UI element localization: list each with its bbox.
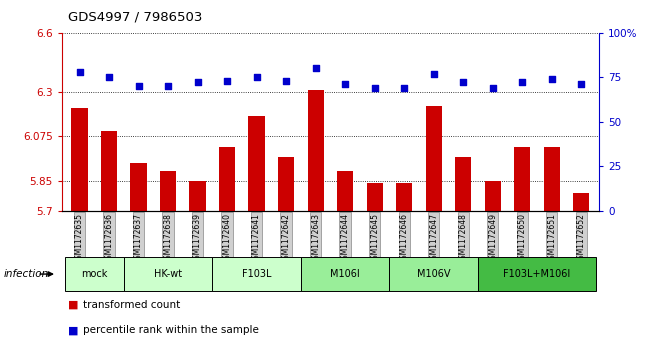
Bar	[426, 106, 442, 211]
Text: M106V: M106V	[417, 269, 450, 279]
Point	[576, 81, 587, 87]
Bar	[573, 193, 589, 211]
Bar	[337, 171, 353, 211]
Text: ■: ■	[68, 325, 79, 335]
Text: infection: infection	[3, 269, 49, 279]
Bar	[367, 183, 383, 211]
Bar	[478, 257, 596, 291]
Point	[458, 79, 468, 85]
Bar	[307, 90, 324, 211]
Bar	[219, 147, 235, 211]
Bar	[130, 163, 146, 211]
Text: F103L+M106I: F103L+M106I	[503, 269, 570, 279]
Bar	[455, 157, 471, 211]
Bar	[72, 108, 88, 211]
Text: M106I: M106I	[330, 269, 360, 279]
Bar	[160, 171, 176, 211]
Point	[251, 74, 262, 80]
Point	[311, 65, 321, 71]
Point	[281, 78, 292, 83]
Point	[222, 78, 232, 83]
Point	[546, 76, 557, 82]
Point	[428, 71, 439, 77]
Text: HK-wt: HK-wt	[154, 269, 182, 279]
Point	[74, 69, 85, 75]
Bar	[124, 257, 212, 291]
Bar	[65, 257, 124, 291]
Point	[488, 85, 498, 91]
Bar	[212, 257, 301, 291]
Text: transformed count: transformed count	[83, 300, 180, 310]
Point	[517, 79, 527, 85]
Bar	[396, 183, 412, 211]
Text: ■: ■	[68, 300, 79, 310]
Point	[369, 85, 380, 91]
Bar	[514, 147, 531, 211]
Text: GDS4997 / 7986503: GDS4997 / 7986503	[68, 11, 202, 24]
Bar	[544, 147, 560, 211]
Point	[163, 83, 173, 89]
Point	[133, 83, 144, 89]
Text: percentile rank within the sample: percentile rank within the sample	[83, 325, 258, 335]
Bar	[389, 257, 478, 291]
Point	[193, 79, 203, 85]
Bar	[301, 257, 389, 291]
Point	[104, 74, 115, 80]
Bar	[249, 116, 265, 211]
Bar	[101, 131, 117, 211]
Point	[399, 85, 409, 91]
Bar	[484, 181, 501, 211]
Bar	[189, 181, 206, 211]
Point	[340, 81, 350, 87]
Bar	[278, 157, 294, 211]
Text: mock: mock	[81, 269, 107, 279]
Text: F103L: F103L	[242, 269, 271, 279]
